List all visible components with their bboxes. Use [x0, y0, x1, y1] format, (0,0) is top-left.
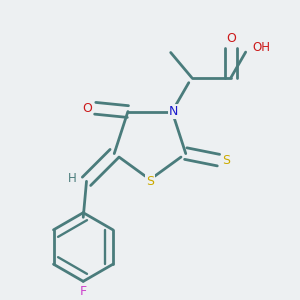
- Text: S: S: [223, 154, 231, 166]
- Text: S: S: [146, 175, 154, 188]
- Text: O: O: [82, 102, 92, 115]
- Text: F: F: [80, 285, 87, 298]
- Text: OH: OH: [252, 41, 270, 54]
- Text: H: H: [68, 172, 76, 184]
- Text: O: O: [226, 32, 236, 45]
- Text: N: N: [169, 105, 178, 118]
